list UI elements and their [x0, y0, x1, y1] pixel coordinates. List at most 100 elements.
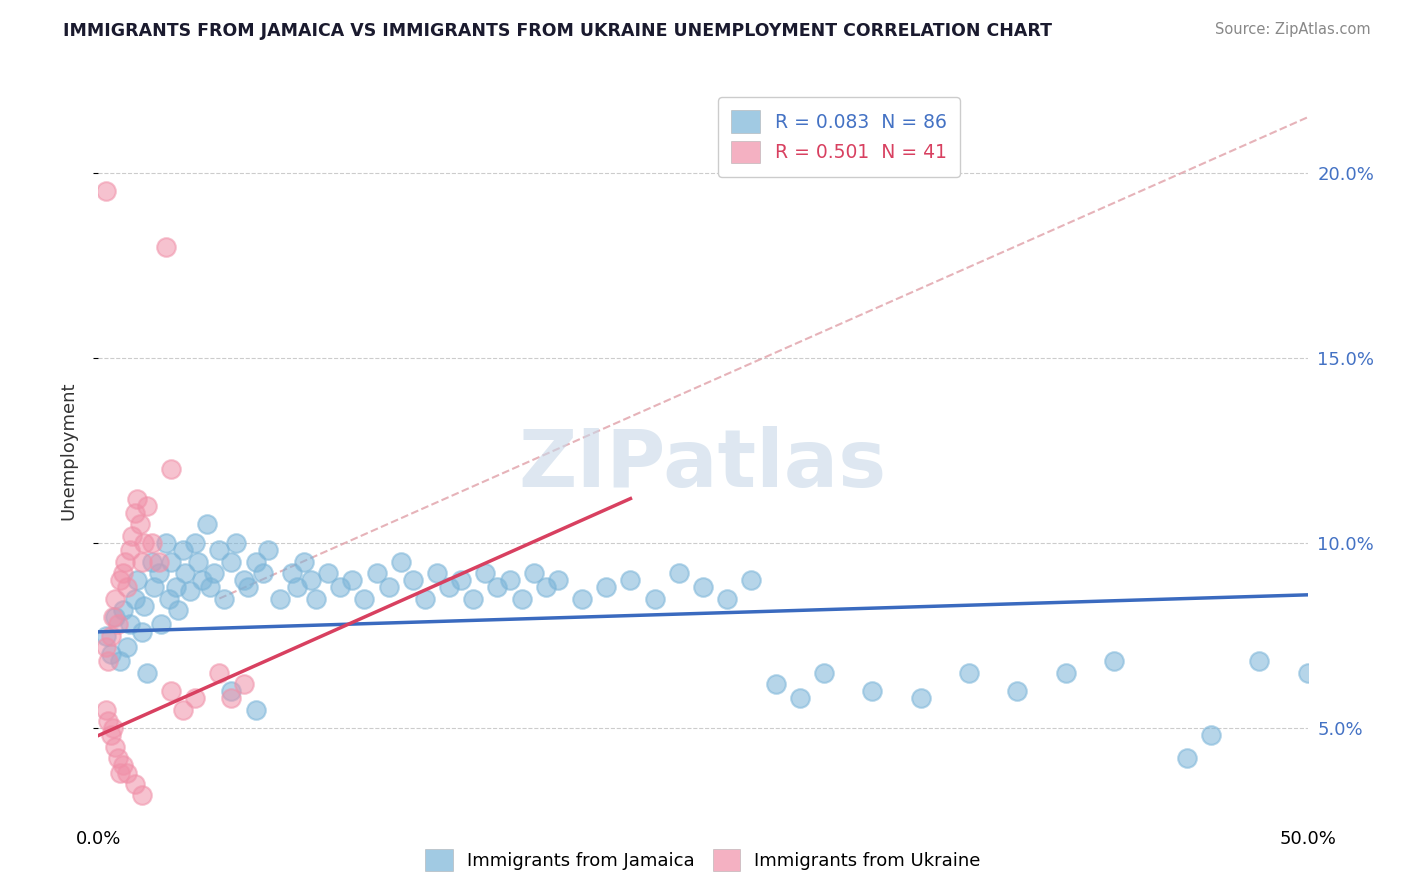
Legend: Immigrants from Jamaica, Immigrants from Ukraine: Immigrants from Jamaica, Immigrants from…: [418, 842, 988, 879]
Point: [134, 536, 156, 550]
Point: [329, 581, 352, 595]
Point: [118, 543, 141, 558]
Point: [118, 617, 141, 632]
Point: [124, 507, 146, 521]
Point: [101, 721, 124, 735]
Point: [131, 624, 153, 639]
Point: [1007, 684, 1029, 698]
Point: [316, 566, 339, 580]
Point: [160, 684, 183, 698]
Point: [957, 665, 980, 680]
Point: [172, 703, 194, 717]
Point: [184, 536, 207, 550]
Point: [342, 573, 364, 587]
Point: [111, 566, 134, 580]
Point: [252, 566, 274, 580]
Point: [910, 691, 932, 706]
Point: [97, 714, 120, 728]
Point: [232, 676, 254, 690]
Point: [547, 573, 569, 587]
Point: [813, 665, 835, 680]
Point: [107, 617, 129, 632]
Point: [141, 554, 163, 569]
Point: [104, 610, 127, 624]
Point: [167, 602, 190, 616]
Point: [111, 758, 134, 772]
Point: [179, 584, 201, 599]
Point: [402, 573, 425, 587]
Point: [221, 684, 243, 698]
Point: [740, 573, 762, 587]
Point: [208, 665, 231, 680]
Point: [208, 543, 231, 558]
Point: [1102, 655, 1125, 669]
Point: [108, 573, 131, 587]
Point: [157, 591, 180, 606]
Point: [131, 554, 153, 569]
Point: [128, 517, 150, 532]
Text: Source: ZipAtlas.com: Source: ZipAtlas.com: [1215, 22, 1371, 37]
Point: [148, 566, 170, 580]
Point: [232, 573, 254, 587]
Point: [571, 591, 593, 606]
Point: [789, 691, 811, 706]
Point: [1175, 750, 1198, 764]
Point: [94, 629, 117, 643]
Point: [143, 581, 166, 595]
Point: [108, 765, 131, 780]
Point: [135, 665, 157, 680]
Point: [195, 517, 218, 532]
Point: [100, 629, 122, 643]
Point: [100, 729, 122, 743]
Point: [437, 581, 460, 595]
Point: [644, 591, 666, 606]
Point: [389, 554, 412, 569]
Point: [619, 573, 641, 587]
Point: [184, 691, 207, 706]
Point: [155, 240, 177, 254]
Point: [100, 18, 122, 32]
Point: [191, 573, 214, 587]
Point: [127, 491, 149, 506]
Point: [245, 703, 267, 717]
Point: [148, 554, 170, 569]
Point: [94, 703, 117, 717]
Point: [187, 554, 209, 569]
Point: [104, 591, 127, 606]
Point: [212, 591, 235, 606]
Point: [413, 591, 436, 606]
Point: [716, 591, 738, 606]
Point: [97, 655, 120, 669]
Point: [108, 655, 131, 669]
Point: [174, 566, 197, 580]
Point: [281, 566, 304, 580]
Point: [121, 528, 143, 542]
Y-axis label: Unemployment: Unemployment: [59, 381, 77, 520]
Point: [1054, 665, 1077, 680]
Point: [160, 554, 183, 569]
Point: [595, 581, 617, 595]
Point: [165, 581, 187, 595]
Point: [127, 573, 149, 587]
Point: [124, 776, 146, 791]
Point: [104, 739, 127, 754]
Point: [523, 566, 546, 580]
Point: [668, 566, 690, 580]
Point: [299, 573, 322, 587]
Point: [131, 788, 153, 802]
Point: [100, 647, 122, 661]
Point: [486, 581, 509, 595]
Text: ZIPatlas: ZIPatlas: [519, 426, 887, 504]
Point: [117, 581, 139, 595]
Point: [107, 750, 129, 764]
Point: [474, 566, 496, 580]
Point: [765, 676, 787, 690]
Point: [269, 591, 291, 606]
Point: [510, 591, 533, 606]
Point: [245, 554, 267, 569]
Point: [117, 640, 139, 654]
Point: [256, 543, 278, 558]
Point: [114, 554, 136, 569]
Point: [198, 581, 221, 595]
Point: [135, 499, 157, 513]
